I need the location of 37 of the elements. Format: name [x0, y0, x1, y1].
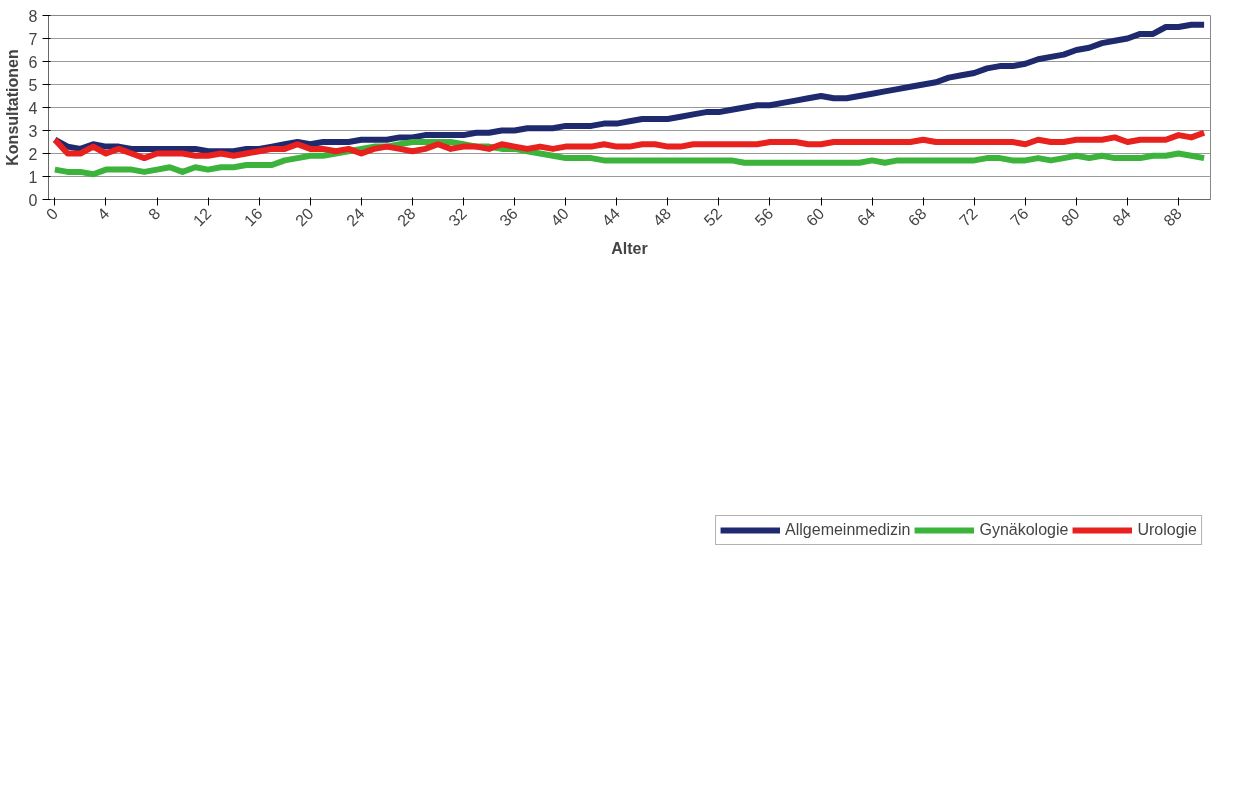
- x-tick-label: 60: [802, 204, 828, 230]
- x-tick-label: 56: [751, 204, 777, 230]
- x-tick-label: 48: [649, 204, 675, 230]
- x-tick-label: 4: [94, 204, 113, 224]
- x-tick-label: 40: [547, 204, 573, 230]
- x-tick-label: 68: [904, 204, 930, 230]
- y-tick-label: 4: [28, 99, 38, 117]
- y-tick-label: 8: [28, 7, 38, 25]
- x-tick-label: 12: [189, 204, 215, 230]
- y-tick-label: 6: [28, 53, 38, 71]
- y-tick-label: 0: [28, 191, 38, 209]
- x-tick-label: 16: [240, 204, 266, 230]
- x-tick-label: 28: [394, 204, 419, 230]
- x-tick-label: 20: [292, 204, 317, 230]
- x-tick-label: 84: [1109, 204, 1134, 230]
- x-tick-label: 0: [42, 204, 62, 224]
- x-tick-label: 88: [1160, 204, 1186, 230]
- y-tick-label: 3: [28, 122, 38, 140]
- x-tick-label: 52: [700, 204, 726, 230]
- x-tick-label: 72: [956, 204, 981, 230]
- x-axis-title: Alter: [611, 239, 648, 257]
- x-tick-label: 8: [145, 204, 164, 224]
- legend-label: Gynäkologie: [979, 521, 1069, 539]
- x-tick-label: 32: [445, 204, 470, 230]
- x-tick-label: 36: [496, 204, 522, 230]
- x-tick-label: 76: [1007, 204, 1032, 230]
- legend-label: Allgemeinmedizin: [785, 521, 911, 539]
- x-tick-label: 64: [853, 204, 879, 230]
- y-tick-label: 2: [28, 145, 38, 163]
- legend-label: Urologie: [1137, 521, 1197, 539]
- x-tick-label: 24: [343, 204, 368, 230]
- y-tick-label: 1: [28, 168, 38, 186]
- y-tick-label: 5: [28, 76, 38, 94]
- y-axis-title: Konsultationen: [3, 49, 21, 166]
- x-tick-label: 80: [1058, 204, 1083, 230]
- y-tick-label: 7: [28, 30, 38, 48]
- x-tick-label: 44: [598, 204, 624, 230]
